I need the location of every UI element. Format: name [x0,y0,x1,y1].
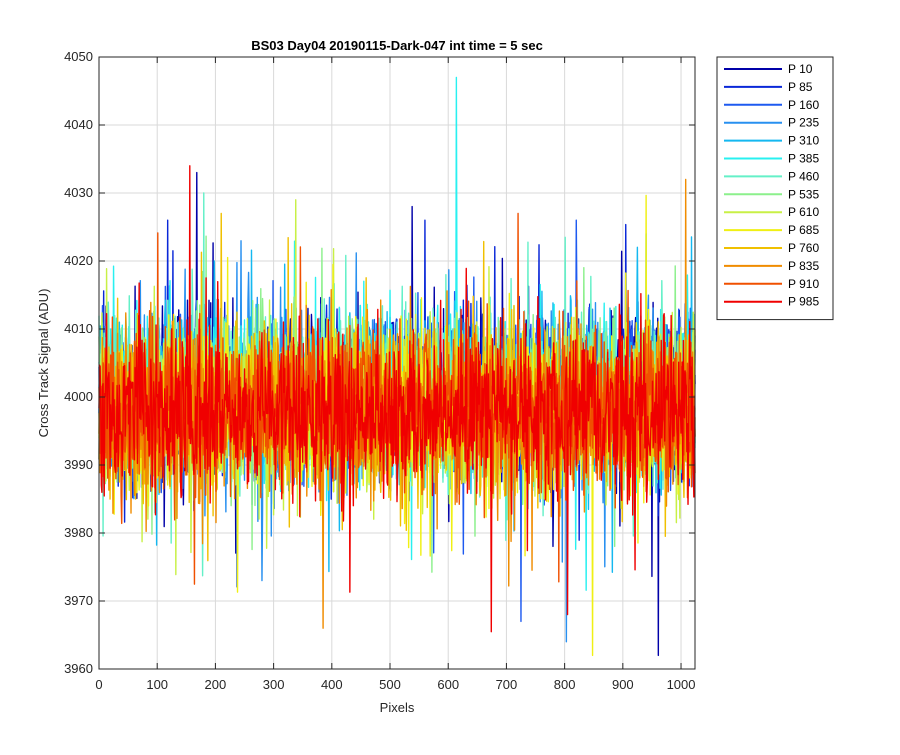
legend-label: P 10 [788,62,813,76]
legend-entry: P 535 [724,187,819,201]
x-tick-label: 300 [263,677,285,692]
plot-frame [98,56,696,670]
x-tick-label: 700 [496,677,518,692]
x-tick-label: 100 [146,677,168,692]
legend-label: P 535 [788,187,819,201]
legend-entry: P 10 [724,62,813,76]
legend-label: P 835 [788,259,819,273]
legend-entry: P 460 [724,169,819,183]
y-tick-label: 4050 [64,49,93,64]
x-tick-label: 0 [95,677,102,692]
legend-label: P 385 [788,152,819,166]
legend-label: P 910 [788,277,819,291]
x-tick-label: 900 [612,677,634,692]
legend-entry: P 235 [724,116,819,130]
legend-entry: P 610 [724,205,819,219]
legend-entry: P 685 [724,223,819,237]
legend-label: P 85 [788,80,813,94]
x-axis-label: Pixels [380,700,415,715]
y-tick-label: 4020 [64,253,93,268]
legend-label: P 460 [788,169,819,183]
legend-label: P 760 [788,241,819,255]
chart-title: BS03 Day04 20190115-Dark-047 int time = … [251,38,543,53]
legend-entry: P 385 [724,152,819,166]
y-tick-label: 3960 [64,661,93,676]
legend-entry: P 760 [724,241,819,255]
legend-label: P 310 [788,134,819,148]
x-tick-label: 1000 [667,677,696,692]
y-tick-label: 3990 [64,457,93,472]
x-tick-label: 500 [379,677,401,692]
x-tick-label: 600 [437,677,459,692]
y-tick-label: 4030 [64,185,93,200]
legend-label: P 610 [788,205,819,219]
y-tick-label: 4010 [64,321,93,336]
y-tick-label: 3980 [64,525,93,540]
series-layer [98,76,696,657]
legend-label: P 985 [788,295,819,309]
legend-box [716,56,834,321]
legend: P 10 P 85 P 160 P 235 P 310 P 385 P 460 P 535 P … [716,56,834,321]
legend-entry: P 835 [724,259,819,273]
legend-entry: P 985 [724,295,819,309]
y-tick-label: 4000 [64,389,93,404]
legend-entry: P 160 [724,98,819,112]
legend-label: P 160 [788,98,819,112]
y-tick-label: 3970 [64,593,93,608]
legend-label: P 235 [788,116,819,130]
legend-label: P 685 [788,223,819,237]
series-line-p985 [98,165,696,633]
y-axis-label: Cross Track Signal (ADU) [36,289,51,438]
legend-entry: P 910 [724,277,819,291]
y-tick-label: 4040 [64,117,93,132]
x-tick-label: 800 [554,677,576,692]
legend-entry: P 85 [724,80,813,94]
y-axis: 3960 3970 3980 3990 4000 4010 4020 4030 4040 4050 [64,49,695,676]
legend-entry: P 310 [724,134,819,148]
x-tick-label: 400 [321,677,343,692]
x-tick-label: 200 [205,677,227,692]
x-axis: 0 100 200 300 400 500 600 700 800 900 1000 [95,57,695,692]
